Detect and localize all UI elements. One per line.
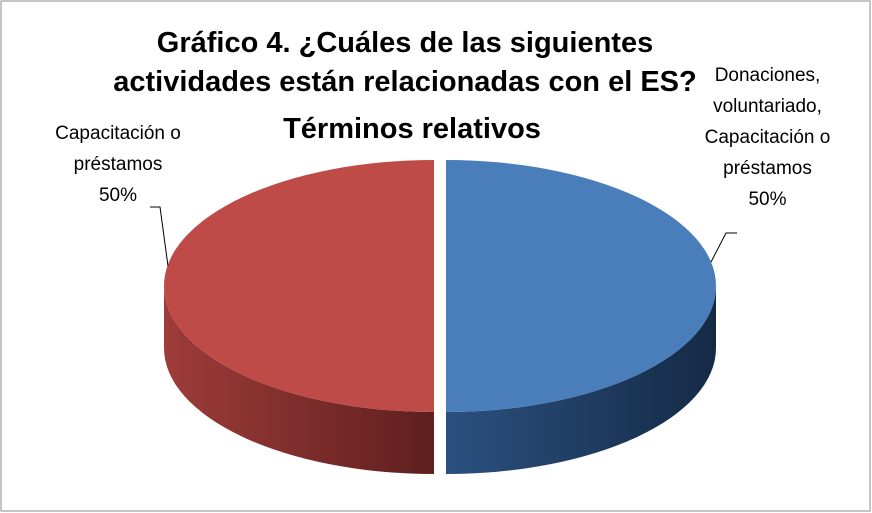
chart-title: Términos relativos [283,113,541,145]
value-label: 50% [748,189,787,210]
pie [164,160,716,474]
pie-sides [164,286,716,474]
leader-line [710,232,737,263]
category-label: Capacitación o préstamos [55,123,181,175]
slice [446,160,716,412]
slice-side [164,286,434,474]
slice [164,160,434,412]
value-label: 50% [98,185,138,206]
slice-side [446,286,716,474]
slice-label: Donaciones, voluntariado, Capacitación o… [685,60,850,215]
chart-title: Gráfico 4. ¿Cuáles de las siguientes [157,27,653,59]
leader-line [150,206,169,267]
slice-label: Capacitación o préstamos 50% [33,118,203,211]
category-label: Donaciones, voluntariado, Capacitación o… [704,65,831,179]
pie-tops [164,160,716,412]
chart-title: actividades están relacionadas con el ES… [113,66,696,98]
